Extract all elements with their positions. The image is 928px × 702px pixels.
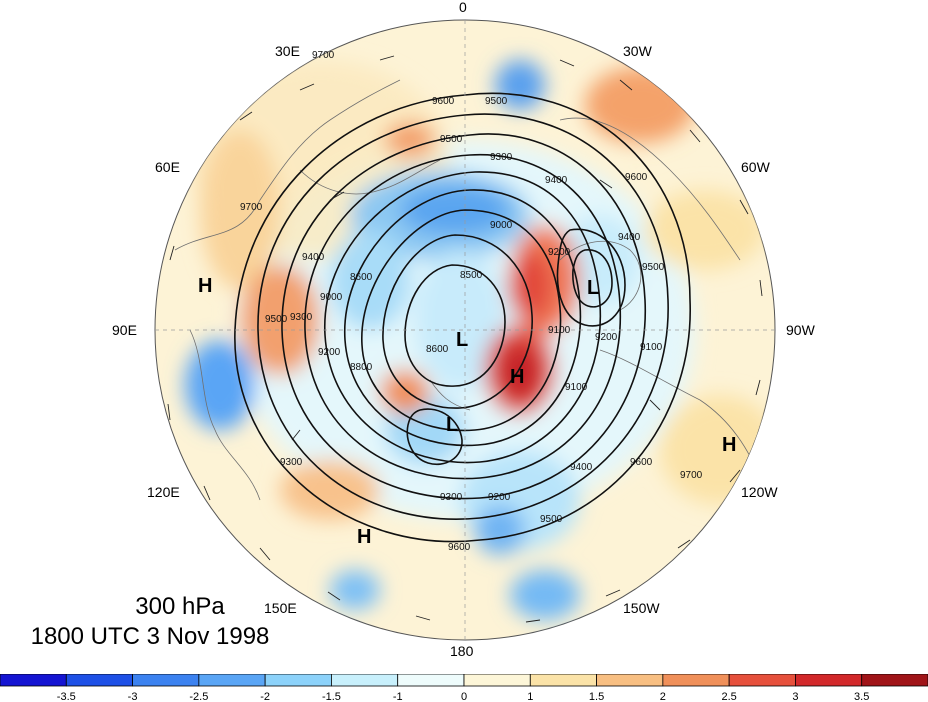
contour-label: 9400 [618,232,641,243]
contour-label: 8800 [350,362,373,373]
contour-label: 9400 [545,175,568,186]
coastlines [174,79,761,501]
colorbar-box [0,674,67,687]
contour-label: 9200 [548,247,571,258]
time-caption: 1800 UTC 3 Nov 1998 [30,623,270,650]
colorbar-box [795,674,863,687]
colorbar-ticks: -3.5 -3 -2.5 -2 -1.5 -1 0 1 1.5 2 2.5 3 3.5 [57,691,870,702]
level-caption: 300 hPa [135,593,225,620]
colorbar-tick-label: -2.5 [189,691,208,702]
contour-label: 9400 [302,252,325,263]
colorbar-box [728,674,796,687]
height-contours [234,92,691,543]
contour-label: 9000 [320,292,343,303]
longitude-label-150e: 150E [264,600,297,616]
colorbar-tick-label: 0 [461,691,467,702]
colorbar-box [198,674,266,687]
contour-label: 8600 [426,344,449,355]
longitude-label-60w: 60W [741,159,771,175]
contour-label: 9700 [240,202,263,213]
longitude-label-30w: 30W [623,43,653,59]
colorbar-box [463,674,531,687]
colorbar-tick-label: 1 [527,691,533,702]
contour-label: 9400 [570,462,593,473]
contour-label: 9200 [318,347,341,358]
contour-label: 8600 [350,272,373,283]
contour-label: 9100 [548,325,571,336]
high-center-marker: H [722,434,736,456]
low-center-marker: L [446,414,458,436]
contour-label: 9700 [312,50,335,61]
contour-label: 9500 [265,314,288,325]
contour-label: 9600 [432,96,455,107]
high-center-marker: H [198,275,212,297]
contour-labels: 9700 9600 9500 9500 9300 9400 9600 9700 … [240,50,703,553]
longitude-label-120e: 120E [147,484,180,500]
colorbar: -3.5 -3 -2.5 -2 -1.5 -1 0 1 1.5 2 2.5 3 3.5 [0,674,928,702]
contour-label: 9200 [595,332,618,343]
longitude-label-90e: 90E [112,322,137,338]
contour-label: 9700 [680,470,703,481]
colorbar-tick-label: 3 [792,691,798,702]
longitude-label-180: 180 [450,643,474,659]
contour-label: 9600 [448,542,471,553]
contour-label: 9200 [488,492,511,503]
high-center-marker: H [510,366,524,388]
colorbar-tick-label: -1.5 [322,691,341,702]
colorbar-tick-label: -3 [128,691,138,702]
longitude-labels: 0 30E 30W 60E 60W 90E 90W 120E 120W 150E… [112,0,816,659]
contour-label: 9100 [640,342,663,353]
colorbar-box [529,674,597,687]
contour-label: 9300 [280,457,303,468]
contour-label: 9300 [440,492,463,503]
colorbar-tick-label: 2.5 [721,691,736,702]
contour-label: 9000 [490,220,513,231]
colorbar-box [397,674,465,687]
high-center-marker: H [357,526,371,548]
colorbar-tick-label: -1 [393,691,403,702]
colorbar-box [331,674,399,687]
longitude-label-150w: 150W [623,600,660,616]
contour-label: 9500 [440,134,463,145]
low-center-marker: L [456,329,468,351]
longitude-label-30e: 30E [275,43,300,59]
colorbar-box [596,674,664,687]
contour-label: 9300 [290,312,313,323]
longitude-label-60e: 60E [155,159,180,175]
colorbar-tick-label: -3.5 [57,691,76,702]
contour-label: 9100 [565,382,588,393]
wind-barbs [167,55,763,623]
colorbar-box [65,674,133,687]
longitude-label-120w: 120W [741,484,778,500]
low-center-marker: L [587,277,599,299]
colorbar-tick-label: 2 [660,691,666,702]
colorbar-box [662,674,730,687]
colorbar-box [132,674,200,687]
pressure-centers: H L L H L H H [198,275,736,548]
colorbar-box [264,674,332,687]
colorbar-tick-label: 1.5 [589,691,604,702]
contour-label: 9600 [630,457,653,468]
longitude-label-0: 0 [459,0,467,15]
colorbar-boxes [0,674,928,687]
contour-label: 9500 [642,262,665,273]
contour-label: 9600 [625,172,648,183]
colorbar-tick-label: 3.5 [854,691,869,702]
contour-label: 9300 [490,152,513,163]
colorbar-box [861,674,928,687]
colorbar-tick-label: -2 [260,691,270,702]
contour-label: 8500 [460,270,483,281]
longitude-label-90w: 90W [786,322,816,338]
contour-label: 9500 [485,96,508,107]
contour-label: 9500 [540,514,563,525]
